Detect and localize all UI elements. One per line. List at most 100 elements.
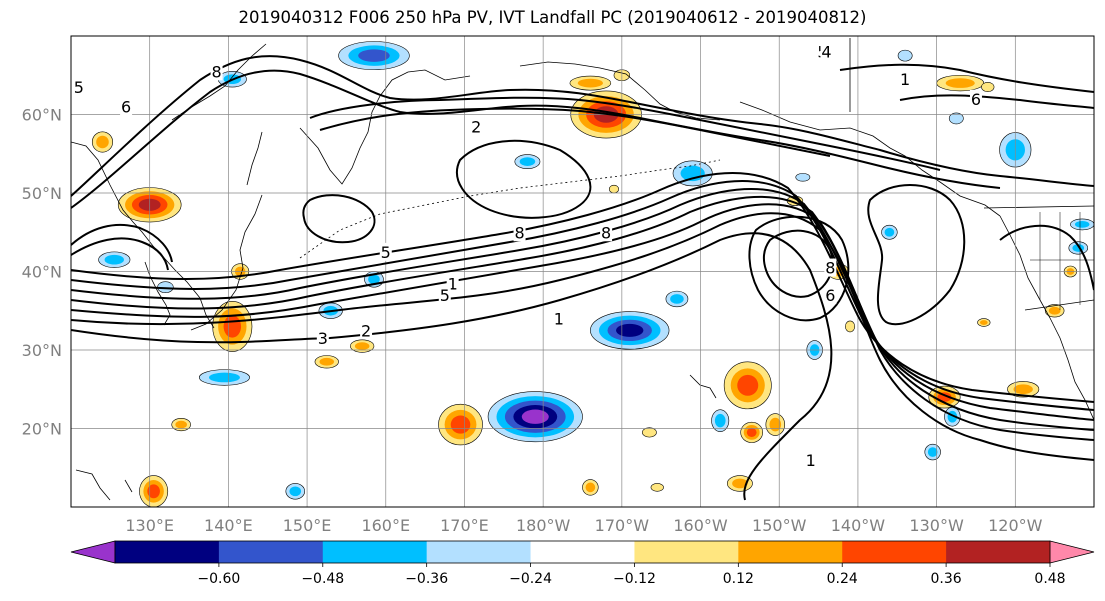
pv-contour-1	[71, 212, 1094, 461]
colorbar: −0.60 −0.48 −0.36 −0.24 −0.12 0.12 0.24 0.36 0.4…	[70, 540, 1095, 587]
latitude-tick-label: 60°N	[22, 106, 62, 125]
longitude-labels: 130°E 140°E 150°E 160°E 170°E 180°W 170°W 160°W…	[125, 516, 1042, 535]
pv-anomaly-positive	[740, 421, 764, 443]
pv-anomaly-positive	[350, 339, 375, 353]
contour-label: 8	[211, 62, 221, 81]
pv-anomaly-negative	[897, 49, 913, 62]
contour-label: 1	[554, 310, 564, 329]
longitude-tick-label: 120°W	[988, 516, 1043, 535]
pv-contour-upper-5	[319, 107, 831, 157]
anomaly-level-fill	[981, 82, 995, 93]
anomaly-level-fill	[746, 427, 757, 437]
pv-contour-ne-6	[899, 94, 1094, 109]
contour-label-bg	[316, 329, 329, 348]
coastlines	[71, 38, 1094, 501]
pv-anomaly-positive	[212, 301, 253, 352]
contour-label: 6	[121, 98, 131, 117]
contour-label-bg	[899, 70, 912, 89]
pv-anomaly-negative	[285, 483, 306, 500]
pv-anomaly-positive	[650, 483, 664, 492]
contour-label: 2	[471, 117, 481, 136]
contour-label: 8	[514, 223, 524, 242]
pv-contour-west-1	[71, 223, 173, 263]
contour-label: 5	[440, 286, 450, 305]
pv-contour-west-3	[71, 237, 169, 271]
contour-label-bg	[824, 286, 837, 305]
anomaly-level-fill	[884, 227, 895, 237]
pv-anomaly-positive	[91, 131, 114, 153]
anomaly-level-fill	[642, 427, 657, 438]
pv-anomaly-negative	[944, 407, 961, 427]
anomaly-level-fill	[1074, 221, 1090, 228]
anomaly-level-fill	[354, 342, 370, 350]
contour-label: 1	[448, 274, 458, 293]
contour-label: 1	[900, 70, 910, 89]
pv-anomaly-negative	[711, 409, 730, 432]
colorbar-segment	[115, 541, 220, 563]
anomaly-level-fill	[223, 315, 242, 338]
contour-label-bg	[438, 286, 451, 305]
contour-label-bg	[470, 117, 483, 136]
contour-label: 3	[318, 329, 328, 348]
pv-contour-5	[71, 188, 1094, 421]
pv-anomaly-negative	[590, 311, 670, 350]
anomaly-level-fill	[769, 417, 782, 432]
colorbar-tick-label: −0.12	[613, 571, 656, 587]
longitude-tick-label: 170°W	[595, 516, 650, 535]
colorbar-segment	[322, 541, 428, 563]
pv-anomaly-negative	[338, 41, 410, 71]
longitude-tick-label: 170°E	[440, 516, 489, 535]
pv-anomaly-negative	[665, 290, 689, 308]
anomaly-level-fill	[319, 357, 335, 366]
latitude-tick-label: 20°N	[22, 420, 62, 439]
map-plot-area: 2588153211865614685	[71, 36, 1094, 507]
pv-anomaly-positive	[438, 403, 483, 446]
colorbar-extend-max	[1049, 540, 1095, 564]
anomaly-level-fill	[577, 78, 603, 88]
contour-label-bg	[804, 450, 817, 469]
pv-anomaly-positive	[936, 74, 985, 92]
map-frame	[70, 35, 1095, 508]
latitude-tick-label: 40°N	[22, 263, 62, 282]
coastline-asia-north	[71, 141, 215, 329]
pv-contour-high-8	[762, 229, 834, 298]
anomaly-level-fill	[368, 274, 380, 285]
anomaly-level-fill	[1013, 384, 1033, 395]
contour-label-bg	[513, 223, 526, 242]
contour-label-bg	[210, 62, 223, 81]
anomaly-level-fill	[1048, 306, 1061, 315]
latitude-labels: 60°N 50°N 40°N 30°N 20°N	[22, 106, 62, 439]
anomaly-level-fill	[616, 323, 644, 337]
colorbar-segment	[634, 541, 739, 563]
anomaly-level-fill	[585, 482, 596, 493]
coastline-philippines	[75, 469, 133, 501]
pv-contour-upper-3	[309, 96, 941, 171]
contour-label: 8	[825, 259, 835, 278]
pv-contour-2	[71, 203, 1094, 441]
pv-anomaly-positive	[845, 320, 856, 333]
coastline-na-west	[999, 215, 1094, 421]
longitude-tick-label: 150°E	[283, 516, 332, 535]
longitude-tick-label: 160°W	[673, 516, 728, 535]
pv-contour-enclosed-5	[302, 194, 376, 244]
contour-label-bg	[552, 309, 565, 328]
anomaly-level-fill	[521, 409, 549, 424]
anomaly-level-fill	[945, 78, 975, 88]
contour-label: 2	[361, 321, 371, 340]
pv-anomaly-positive	[582, 479, 599, 496]
contour-label: 8	[601, 223, 611, 242]
colorbar-tick-label: −0.48	[301, 571, 344, 587]
contour-label-bg	[824, 258, 837, 277]
anomaly-level-fill	[979, 320, 988, 325]
colorbar-tick-label: 0.24	[827, 571, 858, 587]
contour-label-bg	[969, 89, 982, 108]
longitude-tick-label: 140°W	[831, 516, 886, 535]
pv-anomaly-positive	[608, 184, 619, 194]
pv-anomaly-positive	[765, 413, 786, 436]
colorbar-segment	[738, 541, 843, 563]
contour-label: 5	[381, 243, 391, 262]
contour-label: 6	[971, 90, 981, 109]
pv-contour-ne-5	[839, 63, 1094, 93]
colorbar-frame	[114, 540, 1051, 564]
latitude-tick-label: 30°N	[22, 341, 62, 360]
